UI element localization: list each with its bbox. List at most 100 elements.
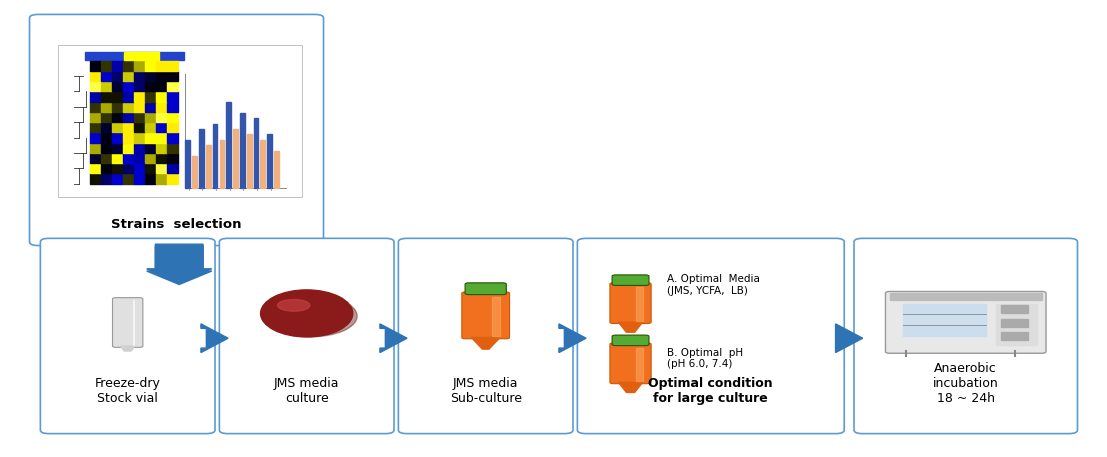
Bar [167,153,178,163]
Polygon shape [619,322,643,332]
Bar [1001,305,1028,314]
Bar [156,122,167,133]
Bar [156,112,167,122]
Bar [167,61,178,71]
Bar [167,101,178,112]
Polygon shape [146,244,211,284]
Bar [254,118,258,188]
Bar [101,71,112,81]
Bar [156,153,167,163]
Bar [145,122,156,133]
FancyBboxPatch shape [462,292,509,339]
Bar [123,91,134,101]
Bar [134,153,145,163]
Bar [156,91,167,101]
Bar [199,129,204,188]
FancyBboxPatch shape [578,239,845,434]
Bar [91,143,101,153]
FancyBboxPatch shape [40,239,215,434]
Text: Anaerobic
incubation
18 ~ 24h: Anaerobic incubation 18 ~ 24h [933,362,999,405]
Bar [145,143,156,153]
Bar [167,112,178,122]
Bar [156,81,167,91]
Ellipse shape [278,299,310,311]
Bar [124,53,159,60]
FancyBboxPatch shape [610,283,651,324]
FancyBboxPatch shape [612,335,649,345]
FancyBboxPatch shape [886,292,1046,353]
Bar [123,101,134,112]
Ellipse shape [265,295,358,337]
Text: Freeze-dry
Stock vial: Freeze-dry Stock vial [95,377,161,405]
Bar [185,140,190,188]
Bar [112,71,123,81]
Bar [91,61,101,71]
FancyBboxPatch shape [610,343,651,384]
Polygon shape [121,346,135,351]
Bar [112,112,123,122]
Bar [167,143,178,153]
Bar [260,140,266,188]
Text: Strains  selection: Strains selection [112,218,241,230]
Bar [156,163,167,174]
Bar [134,61,145,71]
Bar [156,71,167,81]
Bar [226,102,231,188]
Bar [91,71,101,81]
Bar [91,91,101,101]
Bar [167,81,178,91]
Bar [1001,332,1028,340]
Bar [492,297,500,336]
FancyBboxPatch shape [399,239,573,434]
Bar [635,287,643,321]
Bar [145,112,156,122]
Bar [156,61,167,71]
Bar [193,156,197,188]
Bar [123,122,134,133]
Bar [890,293,1042,300]
Bar [85,53,184,60]
FancyBboxPatch shape [465,283,506,295]
Bar [635,348,643,381]
Bar [101,143,112,153]
Bar [247,134,251,188]
Bar [134,81,145,91]
Bar [123,163,134,174]
Polygon shape [472,337,500,349]
Bar [91,133,101,143]
Bar [145,133,156,143]
FancyBboxPatch shape [113,298,143,347]
Bar [167,91,178,101]
Polygon shape [559,324,586,352]
Polygon shape [619,383,643,393]
Bar [101,81,112,91]
Bar [240,113,245,188]
Bar [134,91,145,101]
Bar [123,71,134,81]
Bar [112,122,123,133]
Bar [91,163,101,174]
Bar [112,143,123,153]
Bar [167,163,178,174]
Bar [134,133,145,143]
Bar [101,61,112,71]
Bar [267,134,272,188]
Bar [167,174,178,184]
Bar [134,122,145,133]
Bar [156,101,167,112]
Bar [134,163,145,174]
Bar [275,150,279,188]
Bar [145,163,156,174]
Text: JMS media
Sub-culture: JMS media Sub-culture [449,377,521,405]
Bar [91,153,101,163]
FancyBboxPatch shape [853,239,1077,434]
Bar [101,174,112,184]
Bar [101,91,112,101]
Bar [145,71,156,81]
Bar [234,129,238,188]
Bar [213,124,217,188]
Bar [134,112,145,122]
Polygon shape [201,324,228,352]
Bar [58,45,302,197]
Bar [145,153,156,163]
